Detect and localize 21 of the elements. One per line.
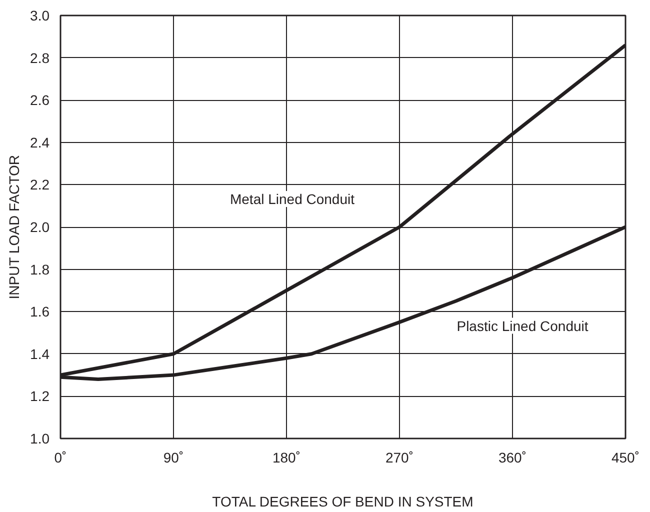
x-tick-label: 90˚	[163, 450, 184, 466]
y-tick-label: 2.4	[30, 134, 50, 150]
x-tick-label: 180˚	[272, 450, 301, 466]
x-tick-label: 0˚	[54, 450, 67, 466]
y-tick-label: 2.2	[30, 176, 50, 193]
x-tick-label: 450˚	[611, 450, 640, 466]
series-label: Plastic Lined Conduit	[456, 318, 588, 334]
y-tick-label: 1.2	[30, 388, 50, 404]
y-tick-label: 1.0	[30, 430, 50, 446]
y-tick-label: 3.0	[30, 8, 50, 24]
text: Metal Lined Conduit	[230, 191, 355, 207]
y-tick-label: 1.4	[30, 346, 50, 362]
x-tick-label: 360˚	[498, 450, 527, 466]
y-tick-label: 2.0	[30, 219, 50, 235]
y-tick-label: 1.6	[30, 304, 50, 320]
y-tick-label: 2.8	[30, 50, 50, 66]
x-axis-title: TOTAL DEGREES OF BEND IN SYSTEM	[212, 494, 474, 510]
y-tick-label: 2.6	[30, 92, 50, 108]
y-axis-title: INPUT LOAD FACTOR	[6, 155, 22, 300]
x-tick-label: 270˚	[385, 450, 414, 466]
y-tick-label: 1.8	[30, 261, 50, 278]
